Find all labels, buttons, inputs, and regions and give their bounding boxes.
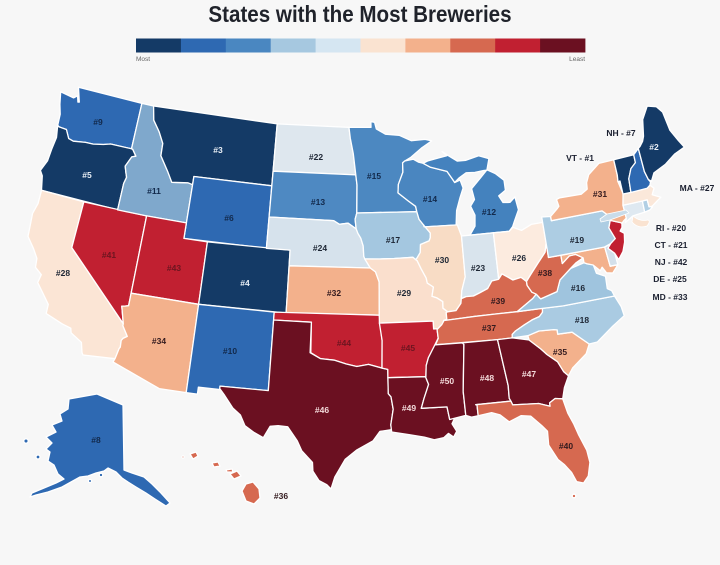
svg-text:NH - #7: NH - #7 <box>606 128 636 138</box>
svg-text:RI - #20: RI - #20 <box>656 223 687 233</box>
svg-text:#23: #23 <box>471 263 485 273</box>
svg-text:#9: #9 <box>93 117 103 127</box>
svg-text:#2: #2 <box>649 142 659 152</box>
svg-text:#36: #36 <box>274 491 288 501</box>
svg-text:NJ - #42: NJ - #42 <box>655 257 688 267</box>
svg-text:#18: #18 <box>575 315 589 325</box>
svg-text:MA - #27: MA - #27 <box>680 183 715 193</box>
svg-text:#35: #35 <box>553 347 567 357</box>
svg-text:#32: #32 <box>327 288 341 298</box>
svg-text:#8: #8 <box>91 435 101 445</box>
svg-text:#24: #24 <box>313 243 327 253</box>
svg-text:#43: #43 <box>167 263 181 273</box>
svg-text:#50: #50 <box>440 376 454 386</box>
svg-text:#29: #29 <box>397 288 411 298</box>
svg-text:#16: #16 <box>571 283 585 293</box>
svg-text:#28: #28 <box>56 268 70 278</box>
svg-text:DE - #25: DE - #25 <box>653 274 687 284</box>
svg-text:#30: #30 <box>435 255 449 265</box>
svg-text:Most: Most <box>136 56 150 63</box>
svg-text:#12: #12 <box>482 207 496 217</box>
svg-text:#49: #49 <box>402 403 416 413</box>
svg-text:#39: #39 <box>491 296 505 306</box>
svg-text:VT - #1: VT - #1 <box>566 153 594 163</box>
svg-text:#34: #34 <box>152 336 166 346</box>
svg-text:#41: #41 <box>102 250 116 260</box>
svg-text:#22: #22 <box>309 152 323 162</box>
svg-text:#26: #26 <box>512 253 526 263</box>
svg-text:#47: #47 <box>522 369 536 379</box>
svg-text:#3: #3 <box>213 145 223 155</box>
svg-text:#31: #31 <box>593 189 607 199</box>
svg-text:#17: #17 <box>386 235 400 245</box>
svg-text:#37: #37 <box>482 323 496 333</box>
svg-text:#13: #13 <box>311 197 325 207</box>
svg-text:#14: #14 <box>423 194 437 204</box>
svg-text:#19: #19 <box>570 235 584 245</box>
svg-text:CT - #21: CT - #21 <box>654 240 687 250</box>
svg-text:#15: #15 <box>367 171 381 181</box>
svg-text:#44: #44 <box>337 338 351 348</box>
svg-text:#40: #40 <box>559 441 573 451</box>
svg-text:#10: #10 <box>223 346 237 356</box>
svg-text:#6: #6 <box>224 213 234 223</box>
svg-text:#11: #11 <box>147 186 161 196</box>
svg-text:#38: #38 <box>538 268 552 278</box>
svg-text:#45: #45 <box>401 343 415 353</box>
svg-text:#5: #5 <box>82 170 92 180</box>
svg-text:#4: #4 <box>240 278 250 288</box>
svg-text:Least: Least <box>569 56 585 63</box>
svg-text:#48: #48 <box>480 373 494 383</box>
svg-text:MD - #33: MD - #33 <box>653 292 688 302</box>
svg-text:#46: #46 <box>315 405 329 415</box>
